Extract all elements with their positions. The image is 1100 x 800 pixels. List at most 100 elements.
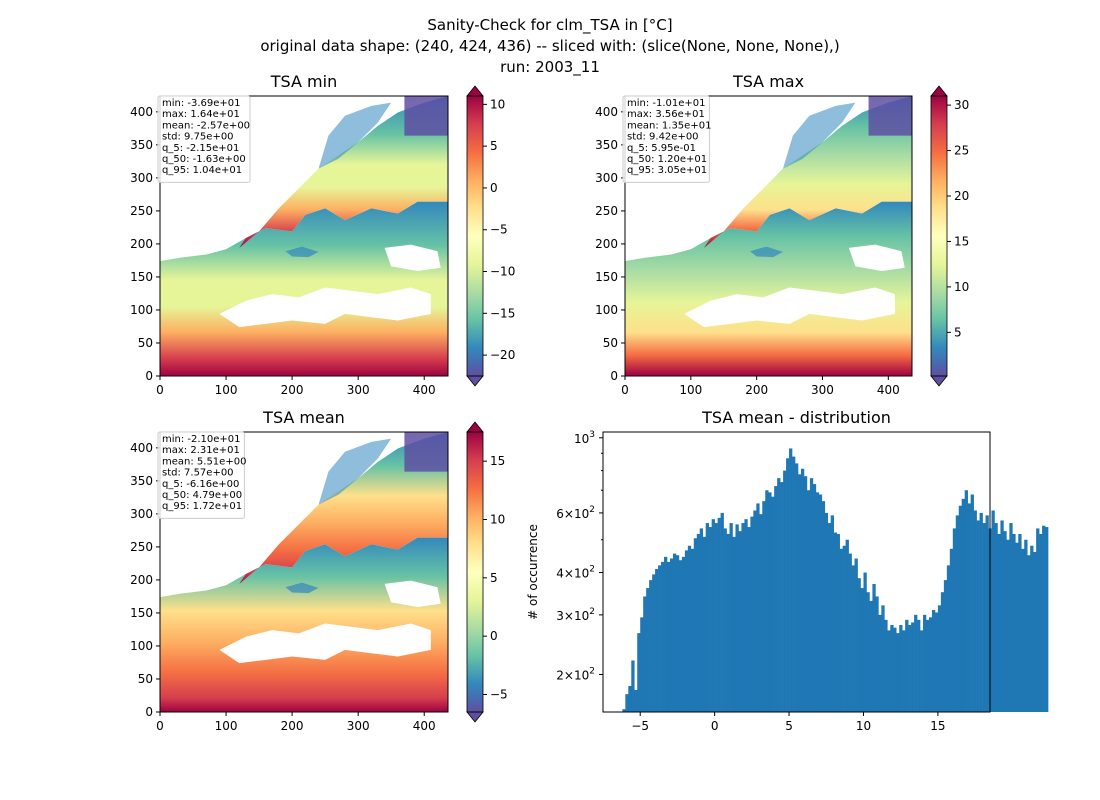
colorbar-extend-max — [466, 421, 484, 433]
histogram-bar — [699, 528, 704, 712]
panel-title: TSA min — [270, 72, 337, 91]
x-tick-label: 5 — [785, 719, 793, 733]
histogram-bar — [854, 558, 858, 712]
y-tick-label: 0 — [145, 369, 153, 383]
histogram-bar — [908, 625, 912, 712]
stats-line: min: -1.01e+01 — [627, 98, 706, 109]
histogram-bar — [1024, 539, 1028, 712]
histogram-bars — [622, 448, 1049, 712]
histogram-bar — [902, 630, 906, 712]
histogram-bar — [702, 536, 707, 712]
histogram-bar — [744, 519, 748, 712]
histogram-bar — [896, 633, 900, 712]
colorbar-tick-label: 10 — [490, 513, 505, 527]
histogram-bar — [836, 533, 840, 712]
mediterranean-sea — [684, 287, 895, 328]
land-north — [703, 96, 912, 248]
histogram-bar — [762, 501, 766, 712]
histogram-bar — [878, 614, 882, 712]
histogram-bar — [967, 503, 971, 712]
histogram-bar — [1042, 525, 1046, 712]
histogram-bar — [899, 625, 903, 712]
colorbar-tick-label: 10 — [490, 97, 505, 111]
histogram-bar — [934, 612, 939, 712]
y-tick-label: 300 — [595, 171, 618, 185]
histogram-bar — [655, 568, 659, 712]
histogram-bar — [872, 584, 876, 712]
x-tick-label: 300 — [347, 719, 370, 733]
histogram-bar — [1036, 528, 1040, 712]
histogram-bar — [765, 490, 769, 712]
alps-cold-region — [750, 246, 783, 258]
colorbar: −20 −15 −10 −5 0 5 10 — [466, 85, 515, 387]
colorbar-tick-label: 20 — [954, 189, 969, 203]
y-tick-label: 2×102 — [556, 667, 595, 683]
histogram-bar — [684, 550, 689, 712]
histogram-bar — [991, 510, 995, 712]
histogram-bar — [946, 565, 951, 712]
histogram-bar — [973, 510, 977, 712]
colorbar: 5 10 15 20 25 30 — [930, 85, 969, 387]
histogram-bar — [637, 633, 641, 712]
histogram-bar — [800, 468, 805, 712]
histogram-bar — [809, 478, 814, 712]
histogram-bar — [997, 533, 1001, 712]
histogram-bar — [937, 605, 942, 712]
histogram-bar — [658, 565, 662, 712]
histogram-bar — [982, 523, 986, 712]
histogram-bar — [693, 538, 698, 712]
y-tick-label: 200 — [130, 237, 153, 251]
histogram-bar — [1033, 551, 1037, 712]
histogram-bar — [943, 580, 948, 712]
colorbar-frame — [466, 431, 484, 713]
histogram-bar — [714, 523, 718, 712]
histogram-bar — [815, 492, 820, 712]
stats-line: q_95: 1.04e+01 — [162, 165, 242, 176]
histogram-bar — [792, 456, 796, 712]
histogram-bar — [741, 523, 745, 712]
histogram-bar — [818, 494, 823, 712]
x-tick-label: 15 — [930, 719, 945, 733]
northeast-cold-region — [868, 96, 912, 136]
histogram-bar — [860, 588, 864, 712]
histogram-bar — [881, 605, 885, 712]
stats-line: std: 9.75e+00 — [162, 132, 234, 143]
stats-line: min: -3.69e+01 — [162, 98, 241, 109]
x-tick-label: 300 — [347, 383, 370, 397]
stats-box-frame — [157, 431, 245, 519]
land-north — [239, 96, 448, 248]
histogram-bar — [985, 515, 989, 712]
histogram-bar — [914, 614, 918, 712]
northeast-cold-region — [404, 96, 448, 136]
histogram-bar — [925, 619, 930, 712]
histogram-bar — [1009, 523, 1013, 712]
colorbar-tick-label: 5 — [490, 571, 498, 585]
x-tick-label: 100 — [215, 719, 238, 733]
y-tick-label: 6×102 — [556, 505, 595, 521]
y-tick-label: 350 — [130, 474, 153, 488]
histogram-bar — [890, 625, 894, 712]
figure-title-line3: run: 2003_11 — [500, 58, 600, 77]
histogram-bar — [687, 545, 692, 712]
stats-line: mean: 1.35e+01 — [627, 120, 711, 131]
histogram-bar — [747, 527, 751, 712]
histogram-bar — [949, 548, 954, 712]
colorbar-tick-label: 0 — [490, 181, 498, 195]
colorbar-tick-label: 0 — [490, 629, 498, 643]
x-tick-label: 0 — [156, 719, 164, 733]
histogram-bar — [732, 536, 736, 712]
colorbar-tick-label: −5 — [490, 688, 508, 702]
histogram-bar — [824, 512, 829, 712]
mediterranean-sea — [219, 287, 431, 328]
colorbar-extend-min — [466, 711, 484, 723]
stats-line: q_5: -6.16e+00 — [162, 479, 239, 490]
histogram-bar — [750, 516, 754, 712]
stats-line: q_5: -2.15e+01 — [162, 143, 239, 154]
histogram-bar — [667, 561, 671, 712]
histogram-bar — [717, 517, 721, 712]
y-tick-label: 150 — [130, 606, 153, 620]
colorbar-extend-min — [466, 375, 484, 387]
x-tick-label: 200 — [745, 383, 768, 397]
